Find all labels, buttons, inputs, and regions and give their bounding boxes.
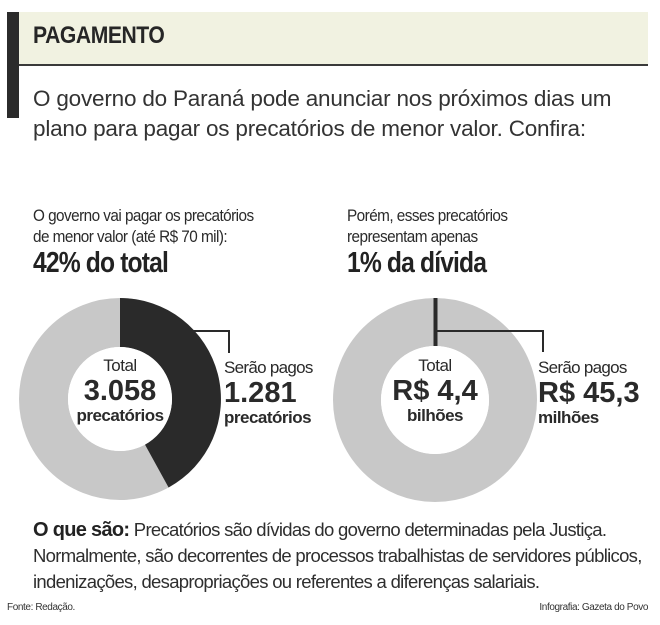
left-donut-paid-slice	[120, 298, 221, 488]
right-side-value: R$ 45,3	[538, 377, 640, 409]
page-title: PAGAMENTO	[33, 22, 165, 49]
right-chart-title-line1: Porém, esses precatórios	[347, 206, 508, 225]
right-chart-header: Porém, esses precatórios representam ape…	[347, 205, 525, 279]
left-chart-header: O governo vai pagar os precatórios de me…	[33, 205, 278, 279]
right-center-unit: bilhões	[406, 406, 464, 425]
note-lead: O que são:	[33, 519, 130, 541]
left-center-unit: precatórios	[76, 406, 164, 425]
right-side-unit: milhões	[538, 408, 599, 427]
header-accent-bar	[7, 12, 19, 118]
infographic-credit: Infografia: Gazeta do Povo	[539, 602, 648, 613]
right-chart-headline: 1% da dívida	[347, 247, 487, 279]
right-center-caption: Total	[418, 356, 452, 375]
left-donut-hole	[68, 347, 172, 451]
intro-text: O governo do Paraná pode anunciar nos pr…	[33, 86, 612, 141]
left-side-unit: precatórios	[224, 408, 312, 427]
note-text: Precatórios são dívidas do governo deter…	[33, 519, 642, 592]
left-center-label: Total 3.058 precatórios	[60, 356, 180, 426]
left-chart-title-line1: O governo vai pagar os precatórios	[33, 206, 254, 225]
right-center-value: R$ 4,4	[392, 375, 478, 407]
right-side-annotation: Serão pagos R$ 45,3 milhões	[538, 358, 640, 428]
explanatory-note: O que são: Precatórios são dívidas do go…	[33, 517, 658, 595]
source-credit: Fonte: Redação.	[7, 602, 75, 613]
left-chart-title-line2: de menor valor (até R$ 70 mil):	[33, 227, 228, 246]
left-side-value: 1.281	[224, 377, 297, 409]
right-center-label: Total R$ 4,4 bilhões	[375, 356, 495, 426]
left-donut	[19, 298, 230, 500]
right-donut	[333, 298, 544, 502]
left-side-caption: Serão pagos	[224, 358, 313, 377]
right-chart-title-line2: representam apenas	[347, 227, 478, 246]
left-side-annotation: Serão pagos 1.281 precatórios	[224, 358, 313, 428]
left-chart-headline: 42% do total	[33, 247, 169, 279]
right-donut-hole	[381, 346, 489, 454]
left-connector-line	[186, 330, 230, 353]
header-band	[19, 12, 648, 66]
right-donut-paid-slice	[433, 298, 438, 346]
right-side-caption: Serão pagos	[538, 358, 627, 377]
left-center-caption: Total	[103, 356, 137, 375]
left-center-value: 3.058	[83, 375, 157, 407]
right-connector-line	[437, 330, 544, 352]
